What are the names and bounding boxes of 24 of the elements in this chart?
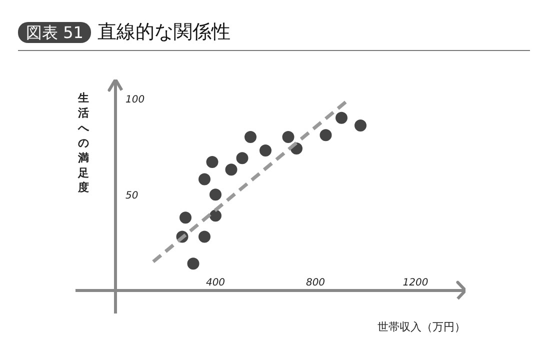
point <box>282 131 294 144</box>
point <box>210 188 222 201</box>
point <box>236 152 248 164</box>
x-tick-label: 400 <box>206 277 226 288</box>
x-axis-title: 世帯収入（万円） <box>378 320 466 334</box>
point <box>260 144 272 156</box>
point <box>320 129 332 142</box>
point <box>225 164 238 176</box>
point <box>336 112 348 124</box>
point <box>187 258 200 270</box>
point <box>198 230 210 243</box>
y-tick-label: 100 <box>126 94 145 106</box>
chart-title: 直線的な関係性 <box>97 21 230 43</box>
point <box>206 156 218 168</box>
point <box>210 210 222 222</box>
point <box>354 120 366 132</box>
point <box>180 212 192 224</box>
text: 図表 51 <box>18 22 92 43</box>
x-tick-label: 1200 <box>402 277 428 288</box>
point <box>244 131 256 144</box>
point <box>198 173 210 186</box>
x-tick-label: 800 <box>306 277 326 288</box>
y-axis-title: 生活への満足度 <box>77 92 90 194</box>
y-tick-label: 50 <box>126 190 138 202</box>
